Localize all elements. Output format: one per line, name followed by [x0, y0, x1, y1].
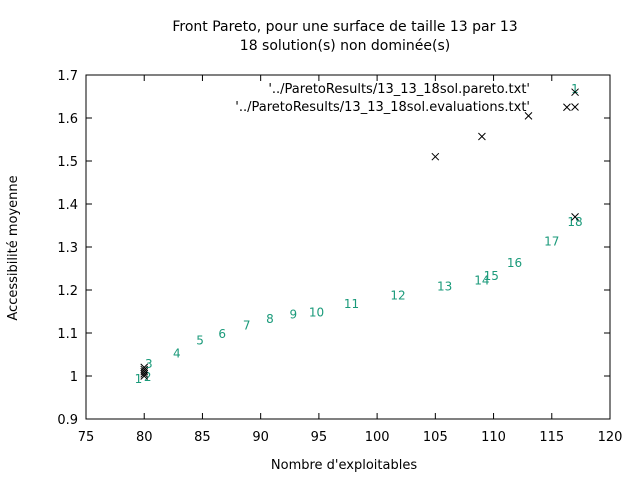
y-axis: 0.9 1 1.1 1.2 1.3 1.4 1.5 1.6 1.7 — [57, 69, 610, 428]
legend-entry-pareto: '../ParetoResults/13_13_18sol.pareto.txt… — [268, 82, 530, 97]
pareto-point-label: 17 — [544, 235, 559, 249]
evaluation-point-marker — [140, 363, 149, 372]
chart-title-line-1: Front Pareto, pour une surface de taille… — [172, 19, 517, 35]
pareto-point-label: 5 — [196, 333, 204, 347]
y-axis-label: Accessibilité moyenne — [6, 175, 21, 320]
pareto-point-label: 9 — [289, 308, 297, 322]
x-tick-label: 90 — [252, 430, 269, 445]
x-tick-label: 110 — [481, 430, 506, 445]
plot-frame — [85, 74, 611, 420]
pareto-point-label: 10 — [309, 306, 324, 320]
pareto-point-label: 18 — [567, 215, 582, 229]
y-tick-label: 1.1 — [57, 327, 78, 342]
evaluation-point-marker — [524, 111, 533, 120]
x-tick-label: 85 — [194, 430, 211, 445]
chart-title-line-2: 18 solution(s) non dominée(s) — [240, 38, 450, 54]
evaluation-point-marker — [431, 152, 440, 161]
legend-sample-pareto: 1 — [571, 82, 579, 96]
y-tick-label: 0.9 — [57, 413, 78, 428]
y-tick-label: 1.6 — [57, 112, 78, 127]
x-tick-label: 95 — [311, 430, 328, 445]
evaluation-point-marker — [140, 365, 149, 374]
x-tick-label: 75 — [78, 430, 95, 445]
pareto-point-label: 16 — [507, 256, 522, 270]
legend: '../ParetoResults/13_13_18sol.pareto.txt… — [235, 82, 579, 115]
x-tick-label: 120 — [598, 430, 623, 445]
x-tick-label: 115 — [539, 430, 564, 445]
series-evaluations-markers — [140, 88, 579, 380]
evaluation-point-marker — [563, 103, 571, 112]
pareto-point-label: 7 — [243, 318, 251, 332]
y-tick-label: 1.2 — [57, 284, 78, 299]
evaluation-point-marker — [571, 213, 579, 221]
legend-sample-evaluations-x-marker — [571, 103, 579, 111]
pareto-point-label: 8 — [266, 312, 274, 326]
y-tick-label: 1.7 — [57, 69, 78, 84]
x-tick-label: 100 — [365, 430, 390, 445]
pareto-point-label: 6 — [218, 327, 226, 341]
y-tick-label: 1.4 — [57, 198, 78, 213]
y-tick-label: 1.5 — [57, 155, 78, 170]
x-tick-label: 105 — [423, 430, 448, 445]
x-tick-label: 80 — [136, 430, 153, 445]
pareto-point-label: 14 — [474, 273, 489, 287]
pareto-point-label: 1 — [135, 372, 143, 386]
pareto-point-label: 12 — [390, 288, 405, 302]
legend-x-marker — [571, 103, 579, 111]
pareto-point-label: 13 — [437, 280, 452, 294]
pareto-point-label: 4 — [173, 346, 181, 360]
evaluation-point-marker — [571, 88, 579, 97]
pareto-point-label: 3 — [145, 357, 153, 371]
pareto-point-label: 15 — [484, 269, 499, 283]
x-axis-label: Nombre d'exploitables — [271, 458, 417, 473]
legend-entry-evaluations: '../ParetoResults/13_13_18sol.evaluation… — [235, 100, 530, 115]
y-tick-label: 1.3 — [57, 241, 78, 256]
evaluation-point-marker — [478, 132, 486, 141]
x-axis: 75 80 85 90 95 100 105 110 115 120 — [78, 75, 623, 445]
pareto-point-label: 11 — [344, 297, 359, 311]
y-tick-label: 1 — [70, 370, 78, 385]
